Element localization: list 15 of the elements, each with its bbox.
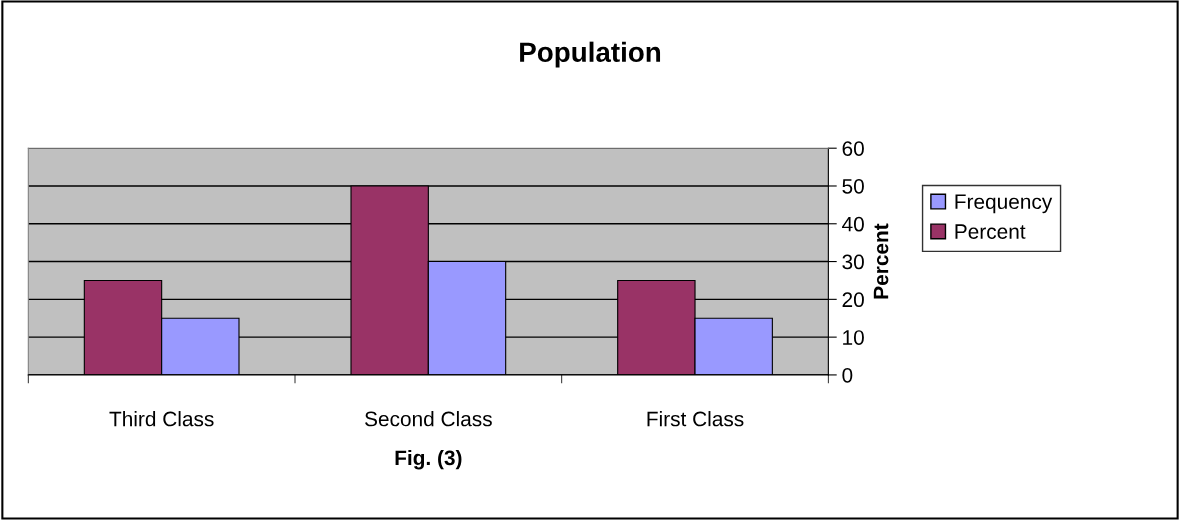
y-tick-label: 10: [843, 330, 864, 345]
y-axis-title: Percent: [873, 223, 889, 299]
x-tick-label: First Class: [647, 411, 744, 427]
legend-label: Frequency: [955, 194, 1053, 214]
x-axis-title: Fig. (3): [395, 449, 462, 470]
chart-title: Population: [520, 41, 661, 68]
y-tick-label: 0: [842, 367, 853, 383]
y-tick-label: 40: [842, 216, 864, 232]
y-tick-label: 60: [842, 141, 864, 156]
y-tick-label: 20: [842, 292, 864, 308]
x-tick-label: Third Class: [109, 411, 214, 427]
y-tick-label: 30: [842, 254, 864, 270]
x-tick-label: Second Class: [365, 411, 492, 427]
y-tick-label: 50: [842, 178, 864, 194]
legend-label: Percent: [955, 224, 1026, 239]
